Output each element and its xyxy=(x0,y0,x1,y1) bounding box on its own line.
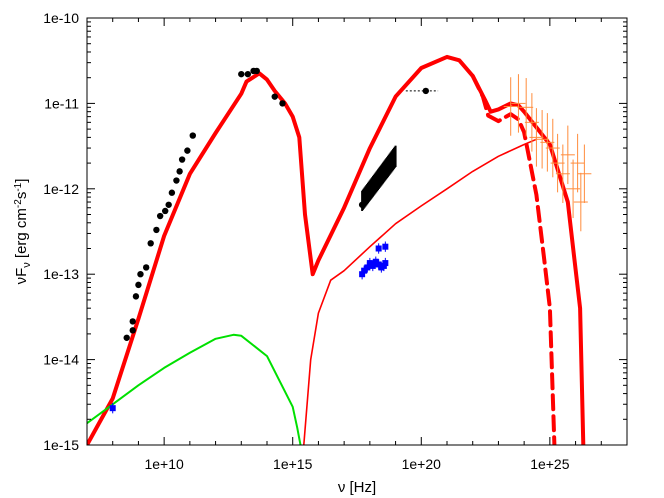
data-point xyxy=(129,318,136,325)
model-curve-green xyxy=(87,333,302,445)
x-tick-label: 1e+20 xyxy=(402,456,442,472)
data-point xyxy=(162,207,169,215)
data-point xyxy=(271,93,278,100)
y-label-sub: ν xyxy=(21,262,33,268)
y-tick-label: 1e-15 xyxy=(43,437,79,453)
data-point xyxy=(168,189,176,196)
data-point xyxy=(129,327,136,334)
model-curve-thin-solid xyxy=(303,138,538,445)
data-point xyxy=(189,132,196,139)
data-point xyxy=(244,70,252,78)
data-point xyxy=(173,177,180,184)
ticks-layer: 1e+10 1e+15 1e+20 1e+25 1e-15 1e-14 1e-13 1e-12… xyxy=(43,10,628,472)
y-axis-label: νFν [erg cm-2s-1] xyxy=(13,179,33,285)
data-point xyxy=(147,240,154,247)
x-tick-label: 1e+10 xyxy=(144,456,184,472)
y-label-unit-open: [erg cm xyxy=(13,208,30,262)
data-point xyxy=(184,147,191,154)
y-tick-label: 1e-13 xyxy=(43,266,79,282)
blue-data-point xyxy=(375,245,382,252)
y-label-unit-mid: s xyxy=(13,192,30,200)
blue-data-point xyxy=(364,264,371,271)
y-label-main: νF xyxy=(13,268,30,285)
data-point xyxy=(142,264,150,271)
x-tick-label: 1e+15 xyxy=(273,456,313,472)
data-point xyxy=(178,156,186,163)
blue-data-point xyxy=(382,243,389,250)
data-point xyxy=(176,168,183,175)
y-tick-label: 1e-10 xyxy=(43,10,79,26)
series-layer xyxy=(87,54,586,445)
data-point xyxy=(156,212,164,220)
blue-data-point xyxy=(109,405,116,412)
data-point xyxy=(132,293,140,300)
y-label-exp2: -1 xyxy=(13,182,24,191)
blue-data-point xyxy=(361,267,368,274)
model-curve-thick-dashed xyxy=(470,73,557,445)
x-tick-label: 1e+25 xyxy=(530,456,570,472)
data-point xyxy=(279,100,286,107)
data-point xyxy=(358,201,366,208)
y-tick-label: 1e-14 xyxy=(43,352,79,368)
blue-data-point xyxy=(359,271,366,278)
data-point xyxy=(238,70,245,78)
data-point xyxy=(123,334,130,341)
y-label-unit-close: ] xyxy=(13,179,30,183)
y-tick-label: 1e-12 xyxy=(43,181,79,197)
blue-data-point xyxy=(369,262,376,269)
data-point xyxy=(165,201,172,208)
x-axis-label: ν [Hz] xyxy=(338,479,376,496)
data-point xyxy=(153,226,160,234)
data-point xyxy=(137,271,144,278)
blue-data-point xyxy=(382,260,389,267)
data-point xyxy=(135,281,142,289)
plot-frame xyxy=(86,17,628,446)
points-layer xyxy=(109,67,592,414)
data-point xyxy=(253,67,260,75)
y-tick-label: 1e-11 xyxy=(44,95,79,111)
y-label-exp1: -2 xyxy=(13,199,24,208)
